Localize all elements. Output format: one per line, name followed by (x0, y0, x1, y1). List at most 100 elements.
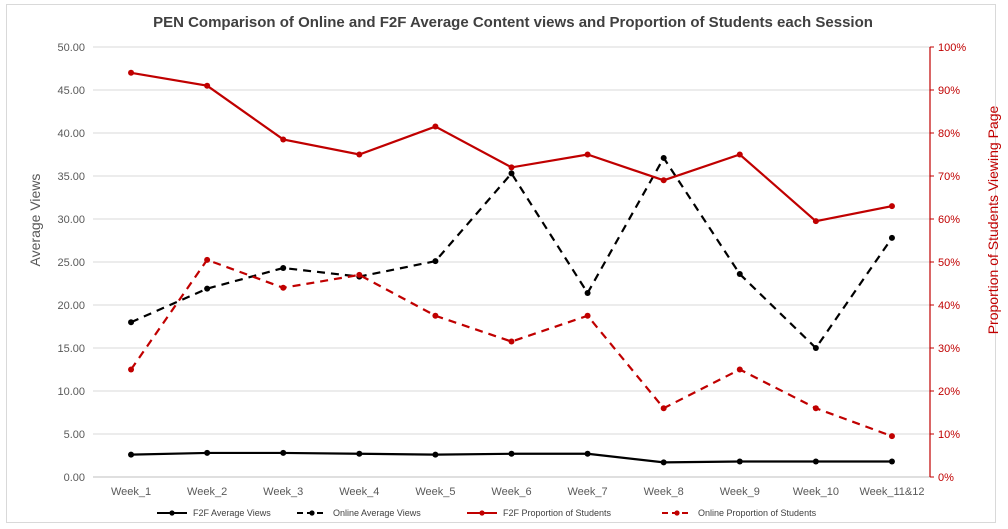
gridlines (93, 46, 930, 435)
y-tick-label: 5.00 (64, 429, 85, 441)
legend-item: F2F Proportion of Students (467, 508, 612, 518)
data-point (128, 69, 135, 76)
data-point (584, 151, 591, 158)
data-point (736, 366, 743, 373)
data-point (356, 151, 363, 158)
data-point (660, 459, 667, 466)
legend-item: Online Proportion of Students (662, 508, 817, 518)
series-f2f-average-views (128, 449, 895, 466)
right-tick-labels: 0% 10% 20% 30% 40% 50% 60% 70% 80% 90% 100% (938, 42, 966, 484)
y-tick-label: 50.00 (57, 42, 85, 54)
legend: F2F Average Views Online Average Views F2F… (157, 508, 817, 518)
data-point (204, 449, 211, 456)
legend-item: F2F Average Views (157, 508, 271, 518)
y2-tick-label: 90% (938, 85, 960, 97)
y2-tick-label: 20% (938, 386, 960, 398)
x-tick-labels: Week_1 Week_2 Week_3 Week_4 Week_5 Week_6 Week… (111, 486, 925, 498)
y-tick-label: 0.00 (64, 472, 85, 484)
data-point (128, 366, 135, 373)
y-tick-label: 40.00 (57, 128, 85, 140)
y2-tick-label: 100% (938, 42, 966, 54)
data-point (888, 433, 895, 440)
x-tick-label: Week_5 (415, 486, 455, 498)
legend-swatch-marker (169, 510, 175, 516)
series-online-average-views (128, 154, 895, 351)
data-point (508, 450, 515, 457)
series-f2f-proportion-of-students (128, 69, 895, 225)
legend-label: F2F Average Views (193, 508, 271, 518)
series-line (130, 71, 893, 223)
y2-tick-label: 40% (938, 300, 960, 312)
x-tick-label: Week_8 (644, 486, 684, 498)
legend-swatch-marker (309, 510, 315, 516)
y-tick-label: 25.00 (57, 257, 85, 269)
y-tick-label: 30.00 (57, 214, 85, 226)
data-point (584, 450, 591, 457)
y2-tick-label: 0% (938, 472, 954, 484)
data-point (660, 405, 667, 412)
data-point (508, 164, 515, 171)
y-axis-title: Average Views (27, 174, 43, 267)
data-point (660, 177, 667, 184)
y-tick-label: 15.00 (57, 343, 85, 355)
data-point (280, 284, 287, 291)
y2-tick-label: 70% (938, 171, 960, 183)
legend-label: F2F Proportion of Students (503, 508, 612, 518)
y2-tick-label: 80% (938, 128, 960, 140)
data-point (888, 234, 895, 241)
data-point (812, 405, 819, 412)
legend-label: Online Proportion of Students (698, 508, 817, 518)
data-point (736, 151, 743, 158)
y-tick-label: 10.00 (57, 386, 85, 398)
data-point (128, 451, 135, 458)
x-tick-label: Week_9 (720, 486, 760, 498)
data-point (432, 312, 439, 319)
data-point (128, 319, 135, 326)
series-group (128, 69, 895, 466)
x-tick-label: Week_11&12 (859, 486, 924, 498)
data-point (888, 458, 895, 465)
x-tick-label: Week_6 (491, 486, 531, 498)
data-point (584, 312, 591, 319)
data-point (508, 170, 515, 177)
y2-tick-label: 50% (938, 257, 960, 269)
data-point (812, 218, 819, 225)
x-tick-label: Week_4 (339, 486, 379, 498)
legend-item: Online Average Views (297, 508, 421, 518)
data-point (280, 449, 287, 456)
data-point (432, 451, 439, 458)
y2-tick-label: 10% (938, 429, 960, 441)
legend-label: Online Average Views (333, 508, 421, 518)
data-point (812, 345, 819, 351)
x-tick-label: Week_1 (111, 486, 151, 498)
left-tick-labels: 0.00 5.00 10.00 15.00 20.00 25.00 30.00 35.00 40… (57, 42, 85, 484)
y-tick-label: 20.00 (57, 300, 85, 312)
x-tick-label: Week_3 (263, 486, 303, 498)
data-point (812, 458, 819, 465)
data-point (888, 203, 895, 210)
data-point (432, 258, 439, 265)
data-point (584, 289, 591, 296)
data-point (660, 154, 667, 161)
legend-swatch-marker (479, 510, 485, 516)
chart-title: PEN Comparison of Online and F2F Average… (153, 14, 873, 31)
data-point (280, 265, 287, 272)
data-point (204, 285, 211, 292)
data-point (508, 338, 515, 345)
data-point (356, 450, 363, 457)
series-online-proportion-of-students (128, 256, 895, 440)
data-point (280, 136, 287, 143)
y2-tick-label: 60% (938, 214, 960, 226)
x-tick-label: Week_10 (793, 486, 839, 498)
data-point (432, 123, 439, 130)
y2-axis-title: Proportion of Students Viewing Page (985, 106, 1001, 335)
data-point (736, 271, 743, 278)
data-point (204, 256, 211, 263)
data-point (204, 82, 211, 89)
series-line (130, 258, 893, 438)
x-tick-label: Week_2 (187, 486, 227, 498)
axes (93, 46, 934, 478)
data-point (736, 458, 743, 465)
y-tick-label: 35.00 (57, 171, 85, 183)
